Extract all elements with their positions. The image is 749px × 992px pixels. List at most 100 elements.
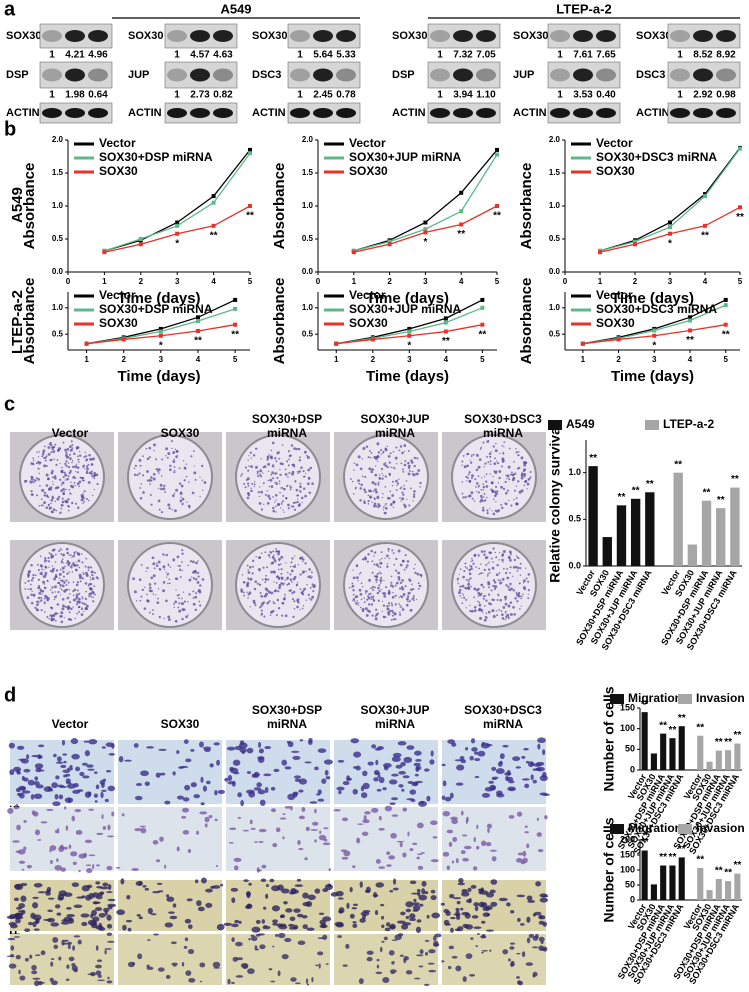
colony <box>408 473 411 476</box>
data-point <box>444 321 448 325</box>
stained-cell <box>374 770 380 775</box>
colony <box>241 473 243 475</box>
stained-cell <box>261 879 267 883</box>
colony <box>294 480 296 482</box>
colony <box>36 495 37 496</box>
colony <box>70 471 72 473</box>
colony <box>458 583 459 584</box>
colony <box>71 502 73 504</box>
stained-cell <box>460 908 463 911</box>
colony <box>501 507 503 509</box>
colony <box>508 466 511 469</box>
colony <box>467 465 469 467</box>
colony <box>481 572 483 574</box>
stained-cell <box>539 937 545 942</box>
stained-cell <box>55 830 58 833</box>
colony <box>175 449 176 450</box>
colony <box>40 599 42 601</box>
colony <box>486 497 487 498</box>
colony <box>309 467 312 470</box>
field-background <box>442 740 546 804</box>
colony <box>484 569 486 571</box>
y-tick-label: 50 <box>625 879 635 889</box>
colony <box>150 577 153 580</box>
data-point <box>480 323 484 327</box>
colony <box>275 494 278 497</box>
colony <box>478 609 481 612</box>
colony <box>372 586 374 588</box>
field-background <box>442 934 546 985</box>
y-tick-label: 1.5 <box>302 168 314 177</box>
colony <box>483 586 485 588</box>
blot-quantification: 1 <box>49 90 55 101</box>
colony <box>412 473 414 475</box>
stained-cell <box>280 818 287 820</box>
colony <box>395 447 397 449</box>
legend-label: SOX30 <box>99 164 138 178</box>
stained-cell <box>476 825 478 829</box>
stained-cell <box>90 972 96 976</box>
stained-cell <box>321 923 326 928</box>
colony <box>280 462 283 465</box>
bar <box>651 753 657 770</box>
stained-cell <box>498 761 503 766</box>
stained-cell <box>462 858 469 862</box>
colony <box>138 472 140 474</box>
colony <box>523 579 526 582</box>
colony <box>275 505 277 507</box>
colony <box>264 596 265 597</box>
colony <box>281 578 283 580</box>
colony <box>412 588 414 590</box>
colony <box>274 502 275 503</box>
colony <box>291 592 293 594</box>
stained-cell <box>187 898 193 901</box>
colony <box>359 499 362 502</box>
stained-cell <box>362 914 366 919</box>
stained-cell <box>217 924 225 930</box>
stained-cell <box>356 766 361 771</box>
colony <box>355 595 358 598</box>
colony <box>478 491 480 493</box>
colony <box>354 600 356 602</box>
blot-band <box>716 108 736 118</box>
colony <box>153 478 156 481</box>
stained-cell <box>176 750 179 754</box>
colony <box>510 474 512 476</box>
stained-cell <box>61 940 64 946</box>
colony <box>301 497 304 500</box>
colony <box>405 554 407 556</box>
data-point <box>724 298 728 302</box>
colony <box>84 566 86 568</box>
data-point <box>371 337 375 341</box>
colony <box>413 496 415 498</box>
colony <box>491 510 492 511</box>
colony <box>419 482 421 484</box>
colony <box>265 578 267 580</box>
data-point <box>459 191 463 195</box>
colony <box>49 444 50 445</box>
colony <box>198 589 201 592</box>
colony <box>494 457 496 459</box>
stained-cell <box>452 837 457 842</box>
blot-band <box>670 30 690 42</box>
stained-cell <box>352 921 356 923</box>
significance: ** <box>733 730 741 741</box>
y-axis-title: Relative colony survival <box>547 423 563 583</box>
stained-cell <box>235 746 243 750</box>
y-axis-title: Absorbance <box>271 163 288 250</box>
stained-cell <box>400 842 403 847</box>
colony <box>395 457 398 460</box>
colony <box>384 486 386 488</box>
stained-cell <box>526 962 533 966</box>
colony <box>482 441 484 443</box>
stained-cell <box>188 924 193 929</box>
stained-cell <box>236 957 243 960</box>
colony <box>392 485 393 486</box>
stained-cell <box>466 953 473 959</box>
colony <box>166 571 167 572</box>
colony <box>407 596 409 598</box>
stained-cell <box>142 885 146 888</box>
stained-cell <box>24 928 30 932</box>
stained-cell <box>418 801 427 807</box>
plate-dish <box>236 435 320 519</box>
